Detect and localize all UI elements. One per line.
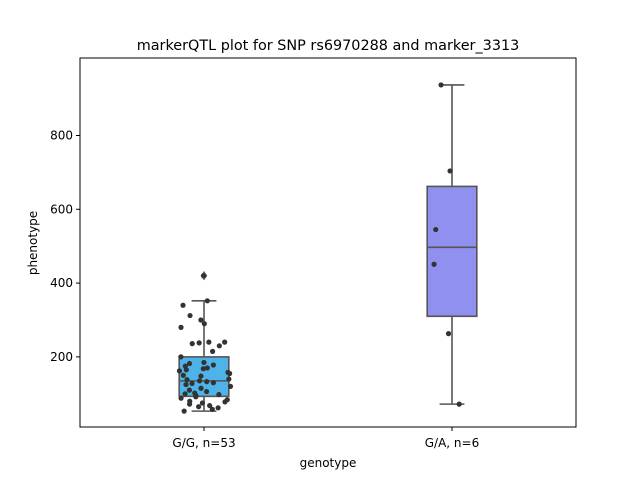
data-point bbox=[227, 383, 234, 390]
data-point bbox=[178, 395, 184, 401]
data-point bbox=[204, 298, 210, 304]
box-group bbox=[426, 84, 478, 405]
data-point bbox=[204, 379, 210, 385]
x-tick-label: G/A, n=6 bbox=[425, 436, 479, 450]
data-point bbox=[204, 365, 210, 371]
data-point bbox=[206, 339, 212, 345]
data-point bbox=[209, 406, 215, 412]
data-point bbox=[196, 378, 203, 384]
data-point bbox=[445, 331, 452, 337]
x-axis-label: genotype bbox=[300, 456, 357, 470]
data-point bbox=[183, 367, 189, 373]
data-point bbox=[181, 408, 187, 414]
data-point bbox=[184, 377, 190, 383]
data-point bbox=[176, 368, 183, 374]
data-point bbox=[431, 261, 437, 267]
data-point bbox=[207, 402, 213, 409]
data-point bbox=[196, 340, 202, 346]
x-tick-label: G/G, n=53 bbox=[172, 436, 235, 450]
data-point bbox=[438, 82, 444, 88]
data-point bbox=[180, 302, 186, 308]
y-axis-label: phenotype bbox=[26, 211, 40, 275]
data-point bbox=[198, 373, 204, 379]
plot-frame bbox=[79, 57, 577, 428]
data-point bbox=[201, 321, 207, 327]
data-point bbox=[198, 385, 204, 391]
data-point bbox=[187, 312, 193, 319]
data-point bbox=[222, 399, 228, 405]
data-point bbox=[178, 354, 184, 360]
data-point bbox=[203, 388, 210, 395]
box-group bbox=[178, 271, 230, 412]
data-point bbox=[186, 401, 193, 407]
y-tick-label: 800 bbox=[50, 128, 73, 142]
data-point bbox=[178, 324, 184, 330]
data-point bbox=[186, 360, 193, 367]
data-point bbox=[215, 405, 221, 411]
data-point bbox=[226, 376, 232, 382]
data-point bbox=[189, 380, 195, 387]
data-point bbox=[193, 394, 199, 400]
data-point bbox=[186, 387, 193, 393]
data-point bbox=[180, 372, 186, 378]
y-tick-label: 600 bbox=[50, 202, 73, 216]
chart-title: markerQTL plot for SNP rs6970288 and mar… bbox=[137, 38, 520, 54]
box-body bbox=[426, 185, 478, 318]
data-point bbox=[199, 400, 206, 406]
data-point bbox=[201, 359, 207, 366]
y-tick-label: 400 bbox=[50, 276, 73, 290]
data-point bbox=[200, 273, 207, 279]
data-point bbox=[447, 168, 453, 174]
data-point bbox=[222, 339, 228, 345]
data-point bbox=[189, 341, 195, 347]
data-point bbox=[209, 348, 216, 354]
data-point bbox=[210, 380, 216, 386]
data-point bbox=[196, 404, 202, 410]
data-point bbox=[210, 362, 216, 368]
data-point bbox=[216, 343, 222, 349]
data-point bbox=[456, 401, 462, 407]
data-point bbox=[227, 370, 233, 377]
data-point bbox=[182, 391, 188, 397]
data-point bbox=[183, 381, 189, 388]
y-tick-label: 200 bbox=[50, 350, 73, 364]
data-point bbox=[198, 317, 204, 323]
data-point bbox=[216, 391, 222, 398]
data-point bbox=[200, 366, 206, 372]
data-point bbox=[433, 226, 439, 233]
